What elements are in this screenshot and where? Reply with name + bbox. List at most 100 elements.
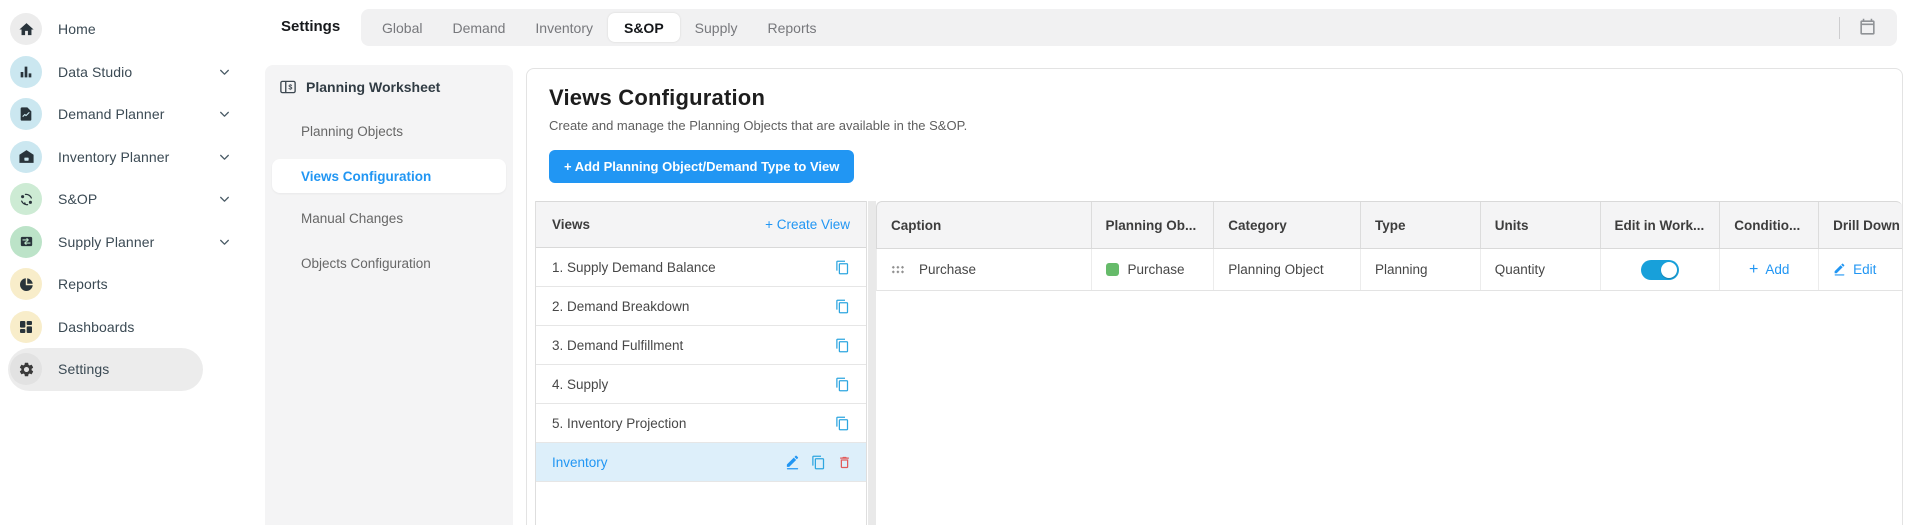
panel-divider-scrollbar[interactable] — [868, 201, 876, 525]
column-header-conditional: Conditio... — [1720, 202, 1820, 248]
column-header-edit-in-worksheet: Edit in Work... — [1601, 202, 1721, 248]
sidebar-item-dashboards[interactable]: Dashboards — [8, 306, 240, 349]
page-title: Views Configuration — [549, 85, 766, 110]
copy-icon[interactable] — [833, 258, 852, 277]
category-cell: Planning Object — [1214, 249, 1361, 290]
sidebar-item-demand-planner[interactable]: Demand Planner — [8, 93, 240, 136]
sidebar-item-label: Demand Planner — [58, 106, 165, 123]
copy-icon[interactable] — [833, 414, 852, 433]
planning-object-color-swatch — [1105, 263, 1119, 276]
tab-reports[interactable]: Reports — [767, 19, 817, 36]
view-row-label: 5. Inventory Projection — [552, 415, 687, 431]
edit-in-worksheet-cell — [1601, 249, 1721, 290]
copy-icon[interactable] — [811, 455, 826, 470]
tab-inventory[interactable]: Inventory — [535, 19, 593, 36]
card-header: Views Configuration Create and manage th… — [527, 69, 1902, 133]
chevron-down-icon[interactable] — [218, 65, 231, 78]
sidebar-item-label: Data Studio — [58, 63, 133, 80]
units-cell: Quantity — [1481, 249, 1601, 290]
drill-down-cell: Edit — [1819, 249, 1902, 290]
chevron-down-icon[interactable] — [218, 108, 231, 121]
subnav-header-label: Planning Worksheet — [306, 79, 441, 95]
drag-handle-icon[interactable] — [891, 265, 905, 274]
sidebar-item-label: Home — [58, 21, 96, 38]
planning-object-cell: Purchase — [1092, 249, 1215, 290]
subnav-item-views-configuration[interactable]: Views Configuration — [272, 159, 506, 193]
divider — [1839, 16, 1840, 39]
copy-icon[interactable] — [833, 297, 852, 316]
settings-tabstrip: Global Demand Inventory S&OP Supply Repo… — [361, 9, 1897, 46]
add-conditional-link[interactable]: + Add — [1749, 261, 1790, 278]
sidebar-item-label: Dashboards — [58, 318, 135, 335]
sidebar-item-reports[interactable]: Reports — [8, 263, 240, 306]
conditional-cell: + Add — [1720, 249, 1820, 290]
views-panel-title: Views — [552, 217, 591, 232]
add-planning-object-button[interactable]: + Add Planning Object/Demand Type to Vie… — [549, 150, 855, 183]
settings-icon — [10, 353, 42, 386]
grid-header-row: Caption Planning Ob... Category Type Uni… — [876, 201, 1902, 249]
create-view-link[interactable]: + Create View — [765, 217, 850, 232]
views-panel-header: Views + Create View — [536, 201, 866, 248]
configuration-panes: Views + Create View 1. Supply Demand Bal… — [527, 201, 1902, 525]
sidebar-item-label: Settings — [58, 361, 110, 378]
view-row-demand-fulfillment[interactable]: 3. Demand Fulfillment — [536, 326, 866, 365]
column-header-caption: Caption — [877, 202, 1092, 248]
demand-planner-icon — [10, 98, 42, 131]
edit-icon — [1833, 263, 1846, 276]
calendar-icon[interactable] — [1856, 16, 1879, 39]
copy-icon[interactable] — [833, 375, 852, 394]
sidebar-item-supply-planner[interactable]: Supply Planner — [8, 221, 240, 264]
caption-cell: Purchase — [877, 249, 1092, 290]
subnav-item-planning-objects[interactable]: Planning Objects — [301, 123, 404, 139]
svg-text:$: $ — [288, 84, 292, 92]
copy-icon[interactable] — [833, 336, 852, 355]
subnav-item-objects-configuration[interactable]: Objects Configuration — [301, 255, 431, 271]
page-section-title: Settings — [281, 18, 341, 35]
tab-supply[interactable]: Supply — [694, 19, 738, 36]
planning-object-value: Purchase — [1127, 262, 1185, 277]
tabstrip-right-tools — [1839, 16, 1891, 39]
view-row-inventory[interactable]: Inventory — [536, 443, 866, 482]
planning-worksheet-icon: $ — [280, 80, 296, 94]
sidebar-item-sop[interactable]: S&OP — [8, 178, 240, 221]
subnav-item-manual-changes[interactable]: Manual Changes — [301, 210, 404, 226]
sidebar-item-label: Inventory Planner — [58, 148, 170, 165]
chevron-down-icon[interactable] — [218, 235, 231, 248]
home-icon — [10, 13, 42, 46]
sidebar: Home Data Studio Demand Planner In — [0, 0, 250, 525]
reports-icon — [10, 268, 42, 301]
tab-sop[interactable]: S&OP — [607, 13, 680, 42]
view-row-demand-breakdown[interactable]: 2. Demand Breakdown — [536, 287, 866, 326]
add-conditional-label: Add — [1765, 262, 1790, 277]
column-header-category: Category — [1214, 202, 1361, 248]
view-row-supply[interactable]: 4. Supply — [536, 365, 866, 404]
chevron-down-icon[interactable] — [218, 150, 231, 163]
sidebar-item-inventory-planner[interactable]: Inventory Planner — [8, 136, 240, 179]
view-row-label: 3. Demand Fulfillment — [552, 337, 684, 353]
type-cell: Planning — [1361, 249, 1481, 290]
delete-icon[interactable] — [837, 455, 852, 470]
view-row-label: 4. Supply — [552, 376, 609, 392]
planning-objects-grid: Caption Planning Ob... Category Type Uni… — [876, 201, 1902, 291]
tab-global[interactable]: Global — [382, 19, 423, 36]
edit-in-worksheet-toggle[interactable] — [1640, 259, 1679, 280]
edit-icon[interactable] — [785, 455, 800, 470]
chevron-down-icon[interactable] — [218, 193, 231, 206]
view-row-actions — [785, 455, 852, 470]
views-configuration-card: Views Configuration Create and manage th… — [526, 68, 1903, 525]
column-header-planning-object: Planning Ob... — [1092, 202, 1215, 248]
sidebar-item-home[interactable]: Home — [8, 8, 240, 51]
view-row-inventory-projection[interactable]: 5. Inventory Projection — [536, 404, 866, 443]
drill-down-edit-link[interactable]: Edit — [1833, 262, 1876, 277]
view-row-label: 2. Demand Breakdown — [552, 298, 690, 314]
sidebar-item-settings[interactable]: Settings — [8, 348, 203, 391]
tab-demand[interactable]: Demand — [452, 19, 506, 36]
column-header-units: Units — [1481, 202, 1601, 248]
sidebar-item-label: Supply Planner — [58, 233, 155, 250]
view-row-supply-demand-balance[interactable]: 1. Supply Demand Balance — [536, 248, 866, 287]
sidebar-item-data-studio[interactable]: Data Studio — [8, 51, 240, 94]
page-subtitle: Create and manage the Planning Objects t… — [549, 118, 968, 133]
subnav-header-planning-worksheet[interactable]: $ Planning Worksheet — [279, 78, 440, 96]
caption-value: Purchase — [919, 262, 977, 277]
